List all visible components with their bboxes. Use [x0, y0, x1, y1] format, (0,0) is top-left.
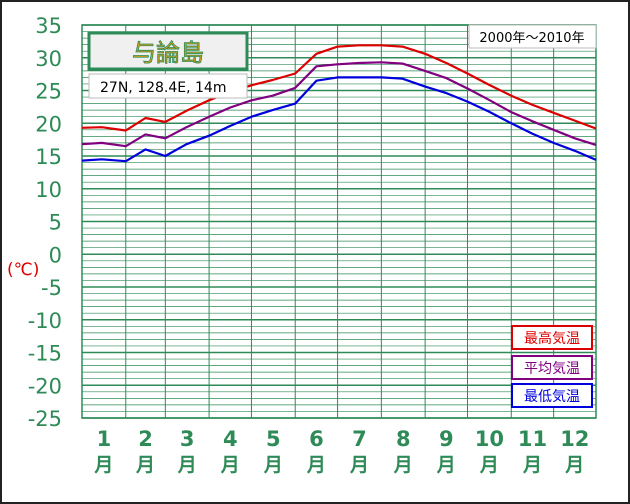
month-number-label: 9 — [439, 427, 454, 451]
period-box: 2000年〜2010年 — [468, 24, 597, 49]
y-tick-label: 15 — [35, 145, 62, 169]
month-number-label: 12 — [560, 427, 589, 451]
y-tick-label: 10 — [35, 178, 62, 202]
y-tick-label: -25 — [28, 407, 62, 431]
y-axis-tick-labels: 35 30 25 20 15 10 5 0 -5 -10 -15 -20 -25 — [28, 14, 62, 431]
series-lines — [81, 44, 597, 163]
y-tick-label: 0 — [49, 243, 62, 267]
month-number-label: 4 — [223, 427, 238, 451]
station-title-box: 与論島 — [87, 31, 249, 71]
x-axis-month-labels: 1 月 2 月 3 月 4 月 5 月 6 月 7 月 8 月 9 月 10 月 11 月 12 月 — [93, 427, 589, 476]
month-suffix-label: 月 — [522, 454, 542, 476]
month-number-label: 8 — [396, 427, 411, 451]
month-number-label: 5 — [266, 427, 281, 451]
legend-box — [511, 383, 593, 408]
station-name: 与論島 — [132, 39, 204, 67]
y-tick-label: 20 — [35, 112, 62, 136]
y-tick-label: -10 — [28, 309, 62, 333]
y-tick-label: 30 — [35, 47, 62, 71]
month-suffix-label: 月 — [393, 454, 413, 476]
month-number-label: 3 — [180, 427, 195, 451]
series-line — [81, 44, 597, 132]
legend-box — [511, 355, 593, 380]
y-tick-label: 35 — [35, 14, 62, 38]
month-number-label: 6 — [309, 427, 324, 451]
y-tick-label: -20 — [28, 374, 62, 398]
month-suffix-label: 月 — [220, 454, 240, 476]
legend-label: 最低気温 — [524, 389, 580, 405]
y-tick-label: 25 — [35, 80, 62, 104]
legend-label: 最高気温 — [524, 330, 580, 347]
month-suffix-label: 月 — [135, 454, 155, 476]
y-tick-label: -15 — [28, 342, 62, 366]
month-suffix-label: 月 — [349, 454, 369, 476]
month-number-label: 11 — [518, 427, 547, 451]
period-text: 2000年〜2010年 — [479, 31, 584, 46]
month-suffix-label: 月 — [479, 454, 499, 476]
series-line — [81, 61, 597, 148]
legend-box — [511, 325, 593, 350]
month-suffix-label: 月 — [177, 454, 197, 476]
y-tick-label: 5 — [49, 211, 62, 235]
y-tick-label: -5 — [41, 276, 62, 300]
month-suffix-label: 月 — [306, 454, 326, 476]
location-box: 27N, 128.4E, 14m — [88, 73, 248, 99]
month-number-label: 10 — [475, 427, 504, 451]
month-suffix-label: 月 — [93, 454, 113, 476]
y-axis-label: (℃) — [7, 260, 39, 280]
month-suffix-label: 月 — [436, 454, 456, 476]
month-suffix-label: 月 — [564, 454, 584, 476]
month-number-label: 2 — [138, 427, 153, 451]
location-text: 27N, 128.4E, 14m — [100, 80, 226, 96]
legend-label: 平均気温 — [524, 361, 580, 377]
month-number-label: 1 — [97, 427, 112, 451]
month-suffix-label: 月 — [263, 454, 283, 476]
series-line — [81, 76, 597, 163]
month-number-label: 7 — [352, 427, 367, 451]
